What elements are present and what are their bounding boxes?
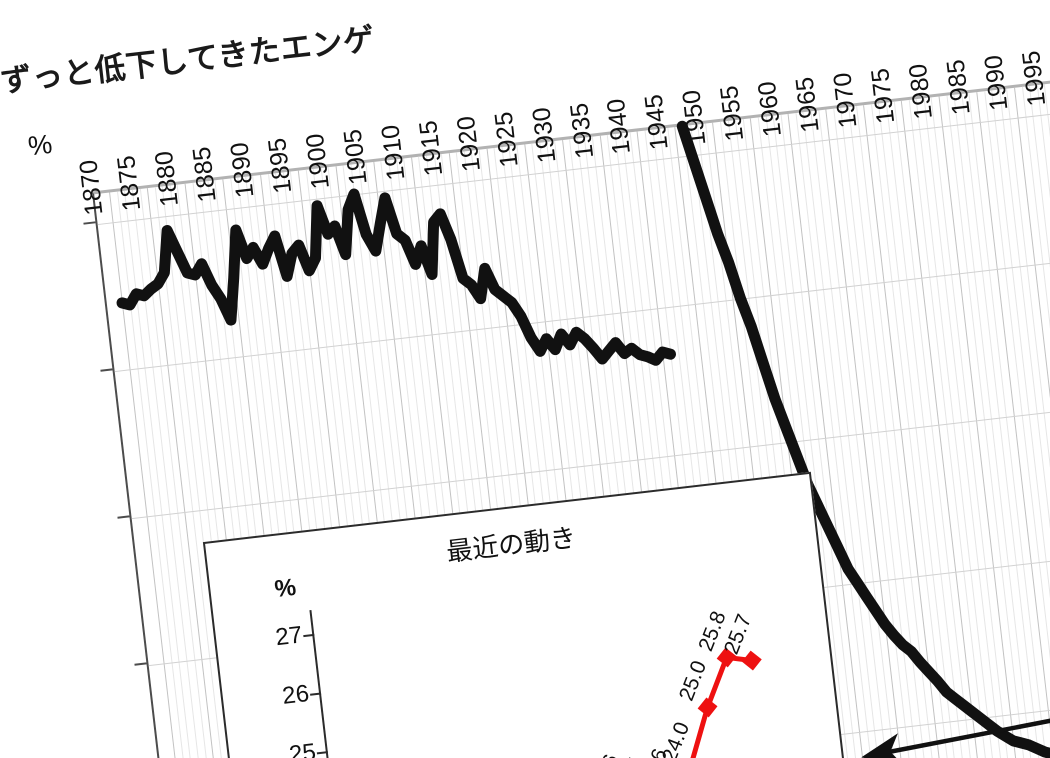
inset-y-tick-label: 26 — [280, 679, 311, 710]
main-y-tick-mark — [117, 515, 130, 519]
callout-arrow — [861, 693, 1050, 758]
inset-y-tick-mark — [316, 751, 328, 755]
main-series-line — [116, 188, 676, 366]
main-x-tick-label: 1885 — [187, 145, 222, 204]
main-x-tick-label: 1955 — [715, 84, 750, 143]
main-x-tick-label: 1890 — [225, 140, 260, 200]
main-x-tick-label: 1920 — [451, 114, 486, 174]
main-x-tick-label: 1940 — [602, 97, 637, 156]
inset-data-marker — [716, 647, 737, 668]
main-x-tick-label: 1880 — [149, 149, 185, 209]
main-x-tick-label: 1945 — [639, 92, 675, 152]
page-title: ずっと低下してきたエンゲ — [0, 21, 377, 100]
main-series-layer — [116, 120, 1050, 758]
main-x-tick-label: 1975 — [866, 66, 901, 126]
main-x-tick-label: 1915 — [413, 119, 448, 178]
inset-y-tick-label: 25 — [287, 738, 318, 758]
inset-data-marker — [697, 697, 718, 718]
main-y-tick-mark — [100, 368, 113, 372]
main-x-tick-label: 1870 — [74, 158, 109, 217]
main-x-tick-label: 1950 — [677, 88, 712, 147]
main-y-tick-mark — [134, 662, 147, 666]
main-x-tick-label: 1900 — [300, 132, 335, 191]
inset-y-tick-label: 27 — [274, 621, 304, 651]
main-x-tick-label: 1990 — [979, 53, 1014, 113]
main-y-axis-unit: % — [26, 128, 54, 162]
main-x-tick-label: 1930 — [526, 105, 562, 165]
main-y-tick-mark — [83, 220, 96, 225]
main-x-tick-label: 1995 — [1016, 49, 1050, 108]
inset-series-layer — [351, 647, 762, 758]
main-x-tick-label: 1960 — [753, 79, 788, 139]
main-x-tick-label: 1970 — [828, 71, 863, 130]
main-x-tick-label: 1910 — [376, 123, 411, 182]
inset-y-tick-mark — [303, 633, 315, 637]
main-x-tick-label: 1925 — [489, 110, 524, 169]
headline: 1 ずっと低下してきたエンゲ — [0, 13, 377, 107]
main-x-tick-label: 1980 — [903, 62, 939, 121]
inset-chart: 最近の動き % 27262524232220002001200220032004… — [202, 471, 861, 758]
main-series-line — [676, 120, 1050, 758]
main-x-tick-label: 1905 — [338, 127, 373, 187]
inset-plot-area: 2726252423222000200120022003200420052006… — [274, 559, 788, 758]
main-x-tick-label: 1935 — [564, 101, 599, 161]
main-x-tick-label: 1875 — [112, 153, 147, 213]
main-chart-plot-area — [91, 70, 1050, 758]
inset-data-marker — [741, 650, 762, 671]
main-x-tick-label: 1965 — [790, 75, 825, 134]
inset-y-axis-unit: % — [273, 573, 298, 604]
main-x-tick-label: 1985 — [941, 57, 976, 117]
main-x-tick-label: 1895 — [262, 136, 298, 195]
inset-y-tick-mark — [310, 692, 322, 696]
